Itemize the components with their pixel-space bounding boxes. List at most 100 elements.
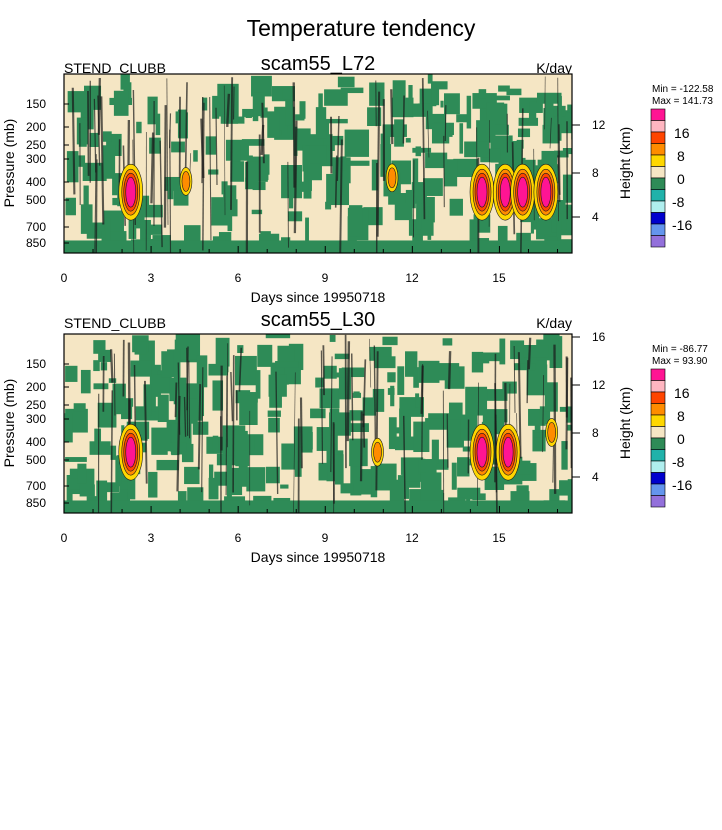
- hot-spot: [545, 418, 558, 447]
- y-tick-label: 200: [26, 120, 46, 134]
- plot-frame: [63, 333, 573, 514]
- colorbar-swatch: [650, 437, 666, 450]
- hot-spot: [118, 423, 144, 481]
- contour-patch: [486, 102, 505, 126]
- contour-patch: [153, 374, 172, 394]
- contour-patch: [108, 511, 131, 513]
- contour-patch: [408, 85, 413, 117]
- colorbar-swatch: [650, 235, 666, 248]
- contour-patch: [175, 398, 198, 424]
- colorbar-swatch: [650, 380, 666, 393]
- y-tick-label: 400: [26, 175, 46, 189]
- contour-patch: [565, 207, 571, 218]
- contour-patch: [130, 360, 152, 377]
- contour-patch: [231, 144, 241, 167]
- contour-line: [320, 350, 324, 464]
- contour-patch: [550, 122, 555, 136]
- contour-patch: [120, 74, 130, 90]
- contour-patch: [251, 75, 272, 97]
- contour-patch: [184, 466, 200, 485]
- contour-line: [443, 135, 445, 208]
- contour-line: [197, 384, 202, 470]
- contour-patch: [415, 393, 420, 408]
- hot-spot: [385, 163, 399, 193]
- contour-patch: [340, 87, 364, 94]
- contour-line: [109, 349, 114, 383]
- contour-patch: [516, 232, 531, 242]
- contour-line: [359, 411, 363, 482]
- contour-patch: [96, 480, 108, 503]
- contour-patch: [255, 370, 261, 399]
- contour-line: [330, 356, 333, 473]
- y2-tick-label: 12: [592, 118, 606, 132]
- contour-patch: [315, 377, 325, 388]
- y-axis: 150 200 250 300 400 500 700 850 Pressure…: [1, 97, 69, 250]
- contour-patch: [457, 487, 481, 500]
- contour-patch: [465, 386, 488, 416]
- contour-patch: [151, 396, 156, 412]
- contour-patch: [205, 136, 217, 155]
- contour-patch: [181, 443, 194, 463]
- contour-patch: [408, 219, 434, 236]
- contour-patch: [173, 349, 181, 380]
- panel-units: K/day: [536, 60, 572, 76]
- contour-patch: [76, 117, 88, 145]
- contour-patch: [99, 482, 120, 493]
- contour-patch: [208, 464, 214, 489]
- contour-line: [527, 337, 532, 370]
- contour-line: [334, 155, 338, 208]
- contour-patch: [382, 124, 407, 137]
- contour-patch: [329, 334, 336, 342]
- contour-patch: [417, 103, 433, 116]
- contour-patch: [171, 423, 180, 456]
- x-tick-label: 15: [492, 531, 506, 545]
- contour-patch: [147, 96, 158, 125]
- contour-patch: [567, 424, 572, 431]
- contour-line: [402, 415, 406, 513]
- contour-patch: [399, 397, 424, 417]
- contour-patch: [149, 224, 163, 235]
- y-tick-label: 850: [26, 496, 46, 510]
- contour-patch: [425, 152, 448, 169]
- contour-line: [176, 395, 181, 492]
- contour-patch: [228, 199, 238, 217]
- colorbar-swatch: [650, 483, 666, 496]
- contour-patch: [500, 357, 505, 363]
- contour-line: [200, 118, 205, 179]
- contour-patch: [64, 413, 73, 443]
- contour-patch: [469, 219, 479, 249]
- contour-patch: [281, 443, 297, 470]
- contour-patch: [305, 145, 327, 164]
- x-tick-label: 15: [492, 271, 506, 285]
- contour-patch: [431, 123, 450, 144]
- y-axis-label: Pressure (mb): [1, 119, 17, 208]
- panel-title: scam55_L30: [261, 309, 376, 331]
- contour-patch: [127, 470, 136, 500]
- contour-line: [143, 380, 148, 484]
- contour-patch: [211, 197, 232, 226]
- contour-patch: [318, 462, 328, 481]
- contour-patch: [427, 459, 449, 470]
- contour-patch: [102, 131, 112, 142]
- contour-line: [287, 161, 289, 248]
- colorbar-swatch: [650, 177, 666, 190]
- contour-patch: [516, 139, 524, 149]
- panel-left-label: STEND_CLUBB: [64, 60, 166, 76]
- contour-line: [293, 120, 298, 234]
- panel-l30: STEND_CLUBB scam55_L30 K/day 150 200 250…: [1, 309, 708, 565]
- contour-patch: [136, 121, 142, 134]
- contour-patch: [561, 441, 568, 470]
- contour-patch: [305, 217, 309, 248]
- contour-patch: [157, 370, 163, 375]
- y-tick-label: 300: [26, 412, 46, 426]
- hot-spot: [492, 163, 518, 221]
- contour-patch: [268, 417, 280, 433]
- x-tick-label: 6: [235, 531, 242, 545]
- contour-patch: [431, 439, 439, 464]
- contour-line: [209, 97, 212, 241]
- contour-patch: [155, 113, 161, 136]
- contour-patch: [113, 90, 129, 116]
- contour-patch: [239, 395, 258, 425]
- y-tick-label: 700: [26, 479, 46, 493]
- colorbar-swatch: [650, 212, 666, 225]
